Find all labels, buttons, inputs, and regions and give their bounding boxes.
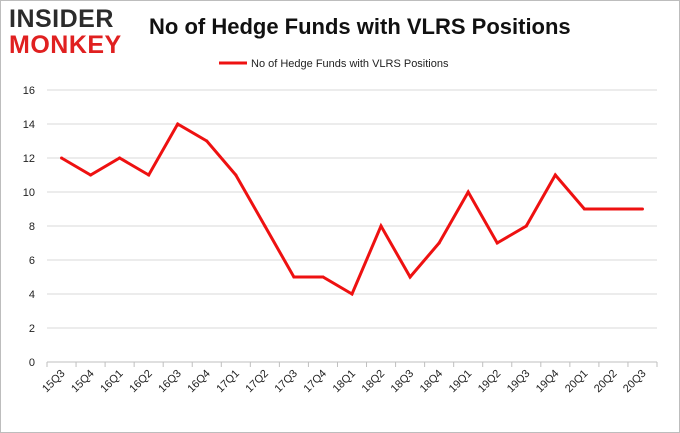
y-tick-label-6: 6 (29, 255, 35, 267)
data-point-17Q3 (292, 275, 296, 279)
x-tick-label-19Q2: 19Q2 (476, 368, 504, 396)
chart-title: No of Hedge Funds with VLRS Positions (149, 14, 571, 39)
y-tick-label-10: 10 (23, 187, 35, 199)
data-point-15Q4 (89, 173, 93, 177)
y-tick-label-12: 12 (23, 153, 35, 165)
data-point-20Q3 (640, 207, 644, 211)
y-tick-label-2: 2 (29, 323, 35, 335)
y-tick-label-8: 8 (29, 221, 35, 233)
data-point-16Q1 (118, 156, 122, 160)
x-tick-label-16Q2: 16Q2 (127, 368, 155, 396)
x-tick-label-20Q2: 20Q2 (592, 368, 620, 396)
x-tick-label-18Q2: 18Q2 (360, 368, 388, 396)
data-point-16Q4 (205, 139, 209, 143)
data-point-19Q1 (466, 190, 470, 194)
x-tick-label-19Q1: 19Q1 (447, 368, 475, 396)
x-tick-label-16Q4: 16Q4 (185, 368, 213, 396)
data-point-16Q2 (147, 173, 151, 177)
legend-label: No of Hedge Funds with VLRS Positions (251, 58, 449, 70)
x-tick-label-18Q4: 18Q4 (418, 368, 446, 396)
x-tick-label-19Q4: 19Q4 (534, 368, 562, 396)
logo-bottom-text: MONKEY (9, 31, 122, 59)
insider-monkey-logo: INSIDER MONKEY (9, 7, 131, 59)
x-tick-label-16Q3: 16Q3 (156, 368, 184, 396)
y-tick-label-16: 16 (23, 85, 35, 97)
y-tick-label-0: 0 (29, 357, 35, 369)
x-tick-label-15Q4: 15Q4 (69, 368, 97, 396)
data-point-18Q3 (408, 275, 412, 279)
logo-top-text: INSIDER (9, 5, 114, 33)
data-point-18Q4 (437, 241, 441, 245)
data-point-20Q2 (611, 207, 615, 211)
x-tick-label-16Q1: 16Q1 (98, 368, 126, 396)
data-point-16Q3 (176, 122, 180, 126)
data-point-19Q4 (553, 173, 557, 177)
y-tick-label-4: 4 (29, 289, 35, 301)
y-tick-label-14: 14 (23, 119, 35, 131)
x-tick-label-17Q2: 17Q2 (243, 368, 271, 396)
x-tick-label-18Q1: 18Q1 (331, 368, 359, 396)
x-tick-label-17Q4: 17Q4 (302, 368, 330, 396)
data-point-15Q3 (60, 156, 64, 160)
x-tick-label-17Q1: 17Q1 (214, 368, 242, 396)
data-point-18Q2 (379, 224, 383, 228)
x-tick-label-19Q3: 19Q3 (505, 368, 533, 396)
data-point-17Q1 (234, 173, 238, 177)
series-line-0 (60, 121, 643, 297)
data-point-20Q1 (582, 207, 586, 211)
x-tick-label-20Q1: 20Q1 (563, 368, 591, 396)
x-tick-label-15Q3: 15Q3 (40, 368, 68, 396)
data-point-17Q2 (263, 224, 267, 228)
x-tick-label-20Q3: 20Q3 (621, 368, 649, 396)
data-point-19Q3 (524, 224, 528, 228)
x-tick-label-18Q3: 18Q3 (389, 368, 417, 396)
data-point-17Q4 (321, 275, 325, 279)
data-point-19Q2 (495, 241, 499, 245)
data-point-18Q1 (350, 292, 354, 296)
x-tick-label-17Q3: 17Q3 (273, 368, 301, 396)
